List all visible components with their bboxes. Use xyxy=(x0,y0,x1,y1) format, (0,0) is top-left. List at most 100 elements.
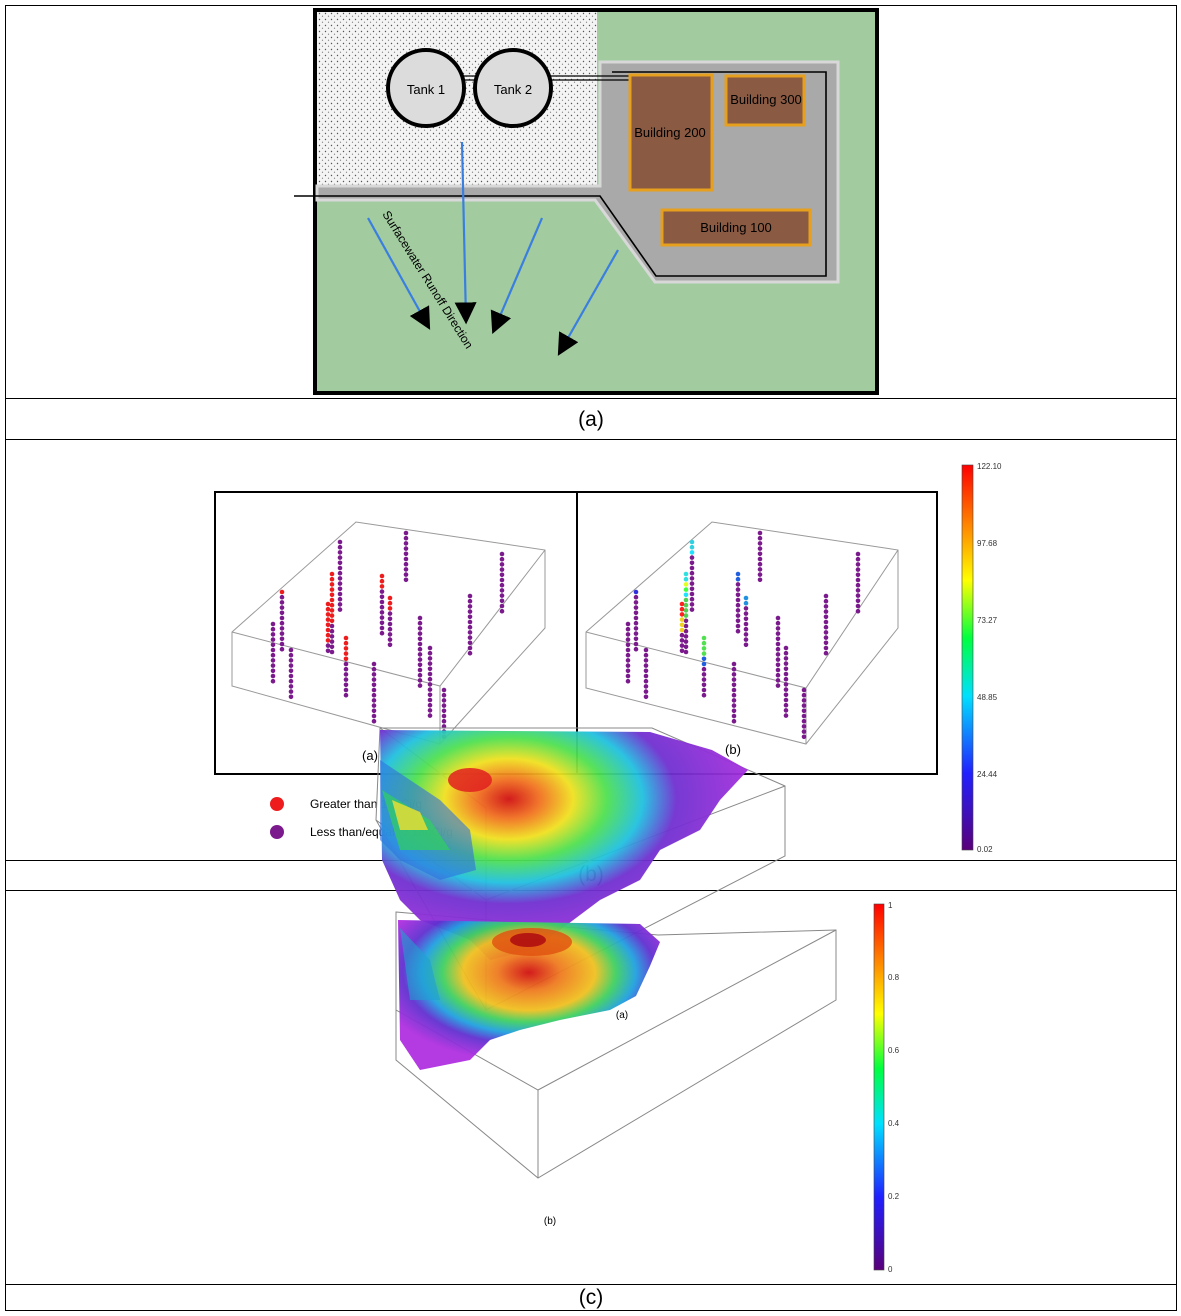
sample-point xyxy=(775,662,781,668)
sample-point xyxy=(625,621,631,627)
sample-point xyxy=(499,588,505,593)
sample-point xyxy=(701,692,707,698)
sample-point xyxy=(643,689,649,694)
sample-point xyxy=(731,703,737,708)
sample-point xyxy=(801,724,807,729)
sample-point xyxy=(387,611,393,616)
sample-point xyxy=(288,647,294,653)
sample-point xyxy=(743,611,749,616)
sample-point xyxy=(427,697,433,703)
sample-point xyxy=(279,646,285,652)
sample-point xyxy=(735,628,741,634)
sample-point xyxy=(417,683,423,688)
sample-point xyxy=(633,615,639,621)
sample-point xyxy=(403,535,409,541)
sample-point xyxy=(288,673,294,679)
sample-point xyxy=(679,627,685,633)
sample-point xyxy=(643,658,649,663)
sample-point xyxy=(467,598,473,604)
sample-point xyxy=(689,581,695,586)
sample-point xyxy=(329,618,335,624)
sample-point xyxy=(731,677,737,682)
sample-point xyxy=(467,624,473,630)
sample-point xyxy=(775,615,781,621)
sample-point xyxy=(499,608,505,614)
sample-point xyxy=(775,626,781,631)
building-300-label: Building 300 xyxy=(730,92,802,107)
sample-point xyxy=(731,692,737,698)
sample-point xyxy=(403,561,409,567)
sample-point xyxy=(775,678,781,683)
sample-point xyxy=(343,687,349,693)
sample-point xyxy=(371,692,377,698)
sample-point xyxy=(731,698,737,703)
sample-point xyxy=(775,672,781,678)
sample-point xyxy=(371,718,377,724)
sample-point xyxy=(329,597,335,603)
sample-point xyxy=(757,567,763,572)
sample-point xyxy=(379,604,385,610)
sample-point xyxy=(743,606,749,611)
sample-point xyxy=(270,632,276,637)
sample-point xyxy=(343,656,349,662)
sample-point xyxy=(343,640,349,646)
sample-point xyxy=(735,592,741,598)
sample-point xyxy=(679,606,685,612)
sample-point xyxy=(801,708,807,714)
sample-point xyxy=(270,652,276,658)
sample-point xyxy=(683,634,689,639)
sample-point xyxy=(689,596,695,602)
sample-point xyxy=(325,648,331,654)
sample-point xyxy=(823,645,829,651)
sample-point xyxy=(343,682,349,688)
plume-sub-a-label: (a) xyxy=(616,1010,628,1021)
sample-point xyxy=(757,556,763,562)
sample-point xyxy=(417,641,423,647)
sample-point xyxy=(387,616,393,622)
sample-point xyxy=(757,535,763,541)
sample-point xyxy=(325,643,331,648)
colorbar-tick: 0.4 xyxy=(888,1119,900,1128)
sample-point xyxy=(823,619,829,625)
sample-point xyxy=(343,661,349,667)
sample-point xyxy=(775,646,781,652)
sample-point xyxy=(499,556,505,562)
sample-point xyxy=(633,620,639,626)
sample-point xyxy=(325,622,331,628)
colorbar-tick: 0.02 xyxy=(977,845,993,854)
plume-colorbar xyxy=(873,903,885,1271)
sample-point xyxy=(499,567,505,572)
sample-point xyxy=(625,647,631,653)
sample-point xyxy=(379,594,385,600)
borehole-panel: (a) (b) Greater than 18pCi/g Less than/e… xyxy=(214,462,1002,854)
sample-point xyxy=(855,598,861,604)
sample-point xyxy=(325,606,331,612)
sample-point xyxy=(417,652,423,657)
sample-point xyxy=(683,613,689,618)
sample-point xyxy=(329,587,335,592)
sample-point xyxy=(683,644,689,650)
sample-point xyxy=(783,676,789,682)
row-divider xyxy=(5,398,1177,399)
sample-point xyxy=(441,692,447,698)
panel-a-caption: (a) xyxy=(578,408,604,431)
sample-point xyxy=(467,619,473,625)
sample-point xyxy=(855,577,861,583)
sample-point xyxy=(387,626,393,632)
sample-point xyxy=(337,539,343,545)
sample-point xyxy=(288,694,294,700)
sample-point xyxy=(387,642,393,648)
sample-point xyxy=(801,729,807,734)
sample-point xyxy=(441,698,447,703)
sample-point xyxy=(633,646,639,652)
sample-point xyxy=(441,713,447,719)
sample-point xyxy=(387,606,393,611)
sample-point xyxy=(379,610,385,615)
sample-point xyxy=(633,636,639,642)
sample-point xyxy=(403,530,409,536)
sample-point xyxy=(783,713,789,718)
sample-point xyxy=(499,551,505,557)
sample-point xyxy=(288,658,294,663)
sample-point xyxy=(633,641,639,647)
